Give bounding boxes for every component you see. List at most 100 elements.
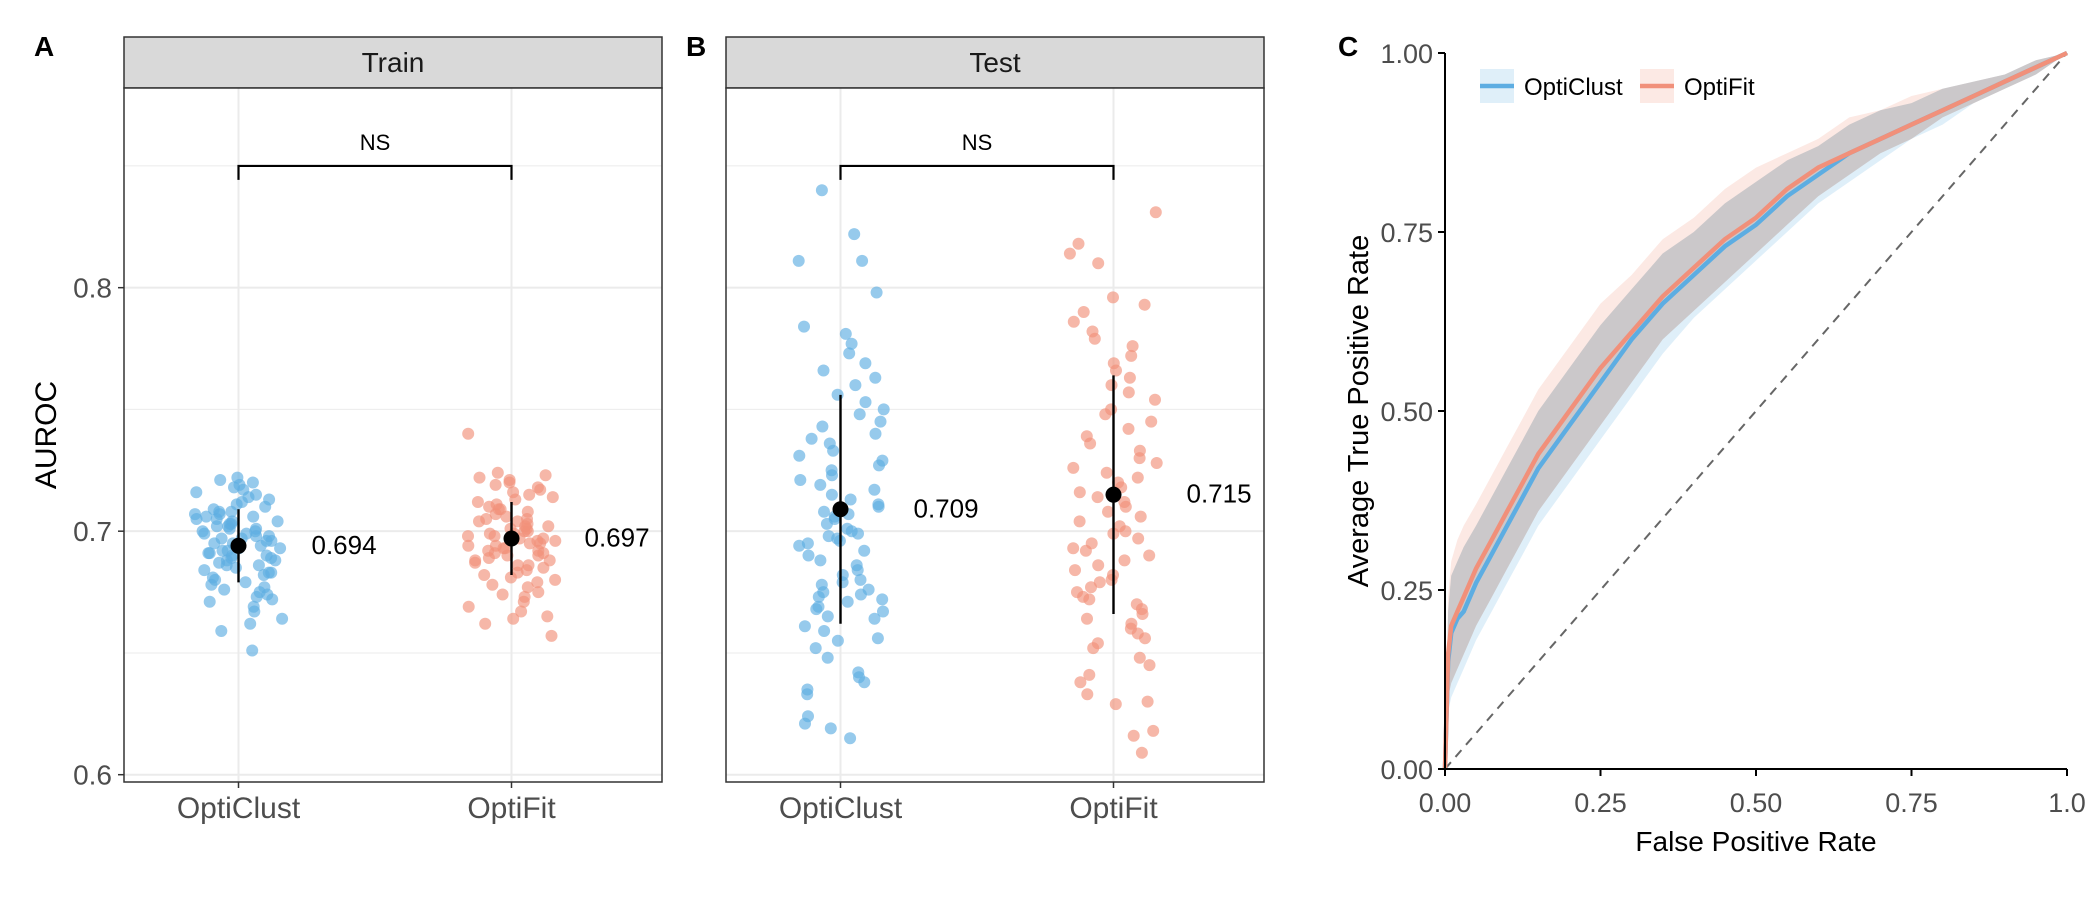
significance-bracket: NS bbox=[237, 130, 513, 180]
data-point bbox=[207, 503, 220, 516]
data-point bbox=[479, 617, 492, 630]
data-point bbox=[821, 610, 834, 623]
x-tick-label: OptiFit bbox=[467, 792, 556, 825]
facet-strip bbox=[123, 36, 663, 89]
data-point bbox=[521, 581, 534, 594]
data-point bbox=[844, 493, 857, 506]
data-point bbox=[523, 488, 536, 501]
data-point bbox=[469, 554, 482, 567]
data-point bbox=[239, 576, 252, 589]
data-point bbox=[818, 625, 831, 637]
data-point bbox=[541, 610, 554, 623]
data-point bbox=[809, 642, 822, 655]
data-point bbox=[206, 571, 219, 584]
data-point bbox=[862, 583, 875, 596]
data-point bbox=[489, 539, 502, 552]
data-point bbox=[215, 532, 228, 545]
y-axis-label: AUROC bbox=[30, 381, 63, 489]
data-point bbox=[462, 600, 475, 613]
data-point bbox=[274, 542, 287, 555]
data-point bbox=[877, 403, 890, 416]
data-point bbox=[815, 578, 828, 591]
data-point bbox=[531, 576, 544, 589]
y-tick-label: 0.50 bbox=[1380, 397, 1433, 427]
series-optifit: 0.715 bbox=[1063, 206, 1252, 759]
x-tick-label: OptiFit bbox=[1069, 792, 1158, 825]
data-point bbox=[1081, 612, 1093, 625]
data-point bbox=[200, 510, 213, 523]
data-point bbox=[841, 522, 854, 535]
data-point bbox=[486, 578, 499, 591]
series-opticlust: 0.694 bbox=[189, 471, 377, 657]
data-point bbox=[489, 478, 502, 491]
data-point bbox=[276, 612, 289, 625]
data-point bbox=[1123, 371, 1136, 384]
data-point bbox=[1105, 403, 1118, 416]
data-point bbox=[518, 590, 531, 603]
data-point bbox=[1131, 471, 1144, 484]
y-tick-label: 0.6 bbox=[73, 760, 112, 791]
data-point bbox=[798, 320, 810, 333]
data-point bbox=[190, 486, 203, 499]
data-point bbox=[549, 534, 562, 547]
facet-strip-label: Test bbox=[969, 47, 1021, 78]
plot-background bbox=[726, 88, 1264, 782]
data-point bbox=[546, 491, 559, 504]
data-point bbox=[793, 449, 806, 462]
data-point bbox=[1105, 379, 1118, 392]
data-point bbox=[539, 469, 552, 482]
legend-item-optifit: OptiFit bbox=[1640, 69, 1755, 103]
data-point bbox=[515, 605, 528, 618]
data-point bbox=[1077, 306, 1090, 318]
data-point bbox=[1133, 444, 1146, 457]
data-point bbox=[1085, 537, 1098, 550]
significance-label: NS bbox=[962, 130, 993, 155]
data-point bbox=[1135, 746, 1148, 759]
data-point bbox=[549, 573, 562, 586]
data-point bbox=[246, 476, 259, 489]
data-point bbox=[802, 549, 815, 562]
panel-b: B Test NS 0.709 0.715 OptiClust OptiFit bbox=[686, 31, 1265, 825]
data-point bbox=[496, 588, 509, 601]
data-point bbox=[801, 537, 814, 550]
data-point bbox=[876, 593, 889, 606]
data-point bbox=[203, 595, 216, 608]
data-point bbox=[1141, 695, 1154, 708]
legend-label: OptiClust bbox=[1524, 74, 1623, 101]
data-point bbox=[870, 286, 883, 299]
data-point bbox=[260, 549, 273, 562]
data-point bbox=[821, 651, 834, 664]
data-point bbox=[794, 474, 807, 486]
data-point bbox=[1133, 651, 1146, 664]
data-point bbox=[511, 559, 524, 572]
data-point bbox=[507, 486, 520, 499]
panel-border bbox=[123, 87, 663, 783]
data-point bbox=[1149, 206, 1162, 219]
data-point bbox=[856, 254, 869, 267]
data-point bbox=[511, 515, 524, 528]
data-point bbox=[877, 605, 889, 618]
data-point bbox=[521, 505, 534, 518]
y-tick-label: 0.25 bbox=[1380, 576, 1433, 606]
data-point bbox=[483, 527, 496, 540]
data-point bbox=[1102, 505, 1114, 518]
data-point bbox=[1109, 698, 1122, 711]
data-point bbox=[252, 559, 265, 572]
data-point bbox=[805, 432, 818, 445]
data-point bbox=[532, 586, 545, 599]
data-point bbox=[1067, 315, 1080, 328]
data-point bbox=[490, 498, 503, 511]
data-point bbox=[845, 337, 858, 350]
data-point bbox=[542, 520, 555, 533]
mean-value-label: 0.709 bbox=[914, 493, 979, 523]
data-point bbox=[841, 595, 854, 608]
data-point bbox=[874, 415, 887, 428]
panel-tag: B bbox=[686, 31, 706, 62]
data-point bbox=[537, 532, 550, 545]
data-point bbox=[814, 478, 827, 491]
data-point bbox=[1138, 298, 1151, 311]
data-point bbox=[1073, 515, 1086, 528]
data-point bbox=[1067, 542, 1080, 555]
data-point bbox=[1130, 598, 1143, 611]
facet-strip bbox=[725, 36, 1265, 89]
